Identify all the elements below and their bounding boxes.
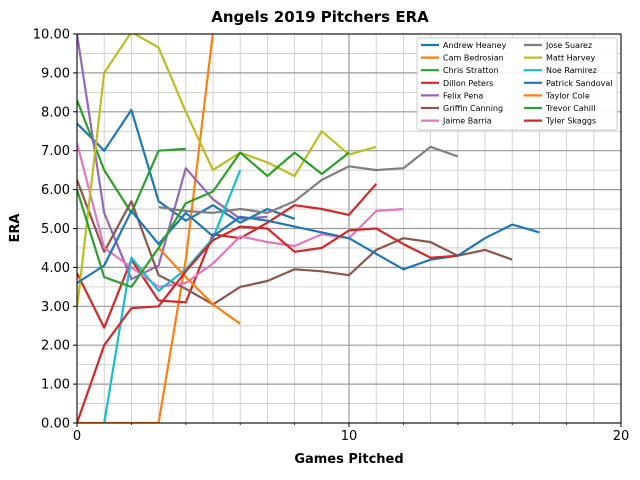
y-tick-label: 9.00 xyxy=(41,66,70,81)
legend-label: Cam Bedrosian xyxy=(443,54,504,63)
series-line xyxy=(77,209,540,284)
legend-label: Trevor Cahill xyxy=(545,104,595,113)
legend-label: Jaime Barria xyxy=(442,117,492,126)
y-tick-label: 7.00 xyxy=(41,144,70,159)
series-line xyxy=(77,34,377,309)
legend-box xyxy=(416,37,618,131)
legend-label: Griffin Canning xyxy=(443,104,503,113)
y-tick-label: 5.00 xyxy=(41,222,70,237)
legend-label: Chris Stratton xyxy=(443,66,499,75)
series-line xyxy=(77,179,513,306)
legend-label: Andrew Heaney xyxy=(443,41,507,50)
legend: Andrew Heaney Cam Bedrosian Chris Stratton… xyxy=(416,37,618,131)
series-line xyxy=(157,247,241,325)
legend-label: Taylor Cole xyxy=(545,91,590,100)
legend-label: Patrick Sandoval xyxy=(546,79,612,88)
y-tick-label: 8.00 xyxy=(41,105,70,120)
legend-label: Matt Harvey xyxy=(546,54,595,63)
series-line xyxy=(77,108,295,224)
y-tick-label: 2.00 xyxy=(41,339,70,354)
plot-area: 0 10 20 0.00 1.00 2.00 3.00 4.00 5.00 6.00 7.00 8.0… xyxy=(33,28,630,445)
x-tick-label: 10 xyxy=(341,429,358,444)
y-tick-label: 6.00 xyxy=(41,183,70,198)
x-tick-label: 20 xyxy=(613,429,630,444)
y-tick-label: 3.00 xyxy=(41,300,70,315)
series-line xyxy=(77,151,350,288)
legend-label: Tyler Skaggs xyxy=(545,117,596,126)
x-tick-label: 0 xyxy=(73,429,81,444)
chart-title: Angels 2019 Pitchers ERA xyxy=(211,8,429,26)
y-tick-label: 4.00 xyxy=(41,261,70,276)
y-axis-label: ERA xyxy=(8,214,23,243)
legend-label: Dillon Peters xyxy=(443,79,493,88)
series-lines xyxy=(77,34,540,423)
y-tick-label: 0.00 xyxy=(41,417,70,432)
series-line xyxy=(77,225,458,423)
series-line xyxy=(158,145,459,214)
legend-label: Felix Pena xyxy=(443,91,483,100)
legend-label: Jose Suarez xyxy=(545,41,592,50)
series-line xyxy=(77,34,268,281)
legend-label: Noe Ramirez xyxy=(546,66,597,75)
y-tick-label: 10.00 xyxy=(33,28,70,43)
x-axis-label: Games Pitched xyxy=(294,452,403,467)
y-tick-label: 1.00 xyxy=(41,378,70,393)
